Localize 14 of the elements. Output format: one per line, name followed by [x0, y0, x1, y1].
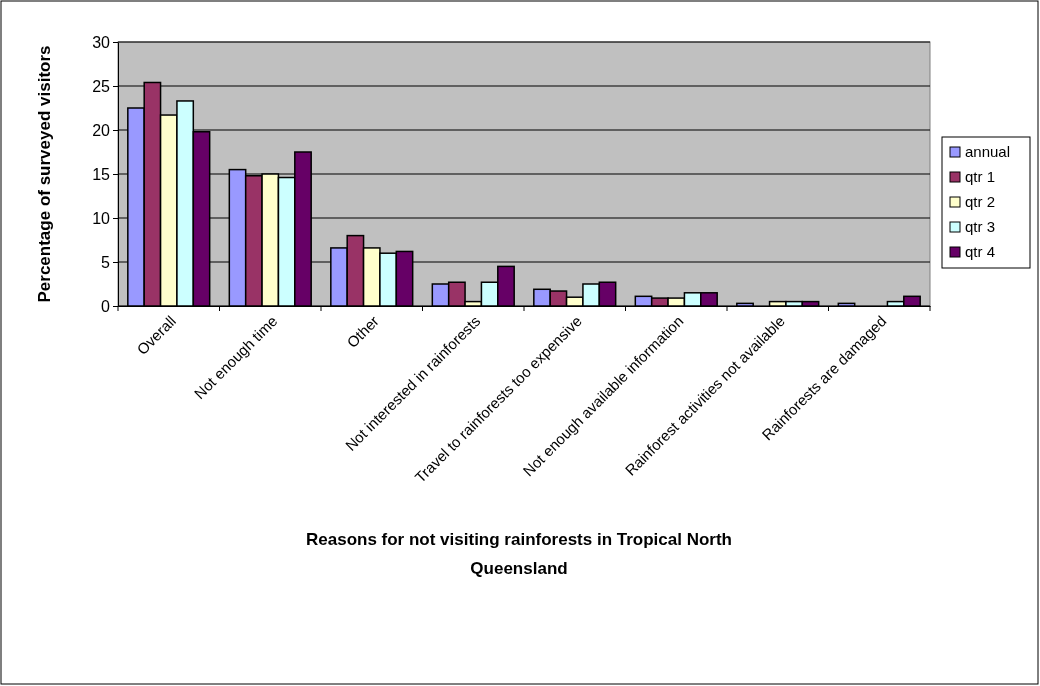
y-tick-label: 0 [101, 297, 111, 315]
legend-label: qtr 1 [965, 168, 996, 185]
y-tick-label: 15 [92, 165, 111, 183]
legend-label: annual [965, 143, 1011, 160]
y-axis-title: Percentage of surveyed visitors [35, 45, 54, 303]
legend-label: qtr 4 [965, 243, 996, 260]
legend-label: qtr 2 [965, 193, 996, 210]
legend-label: qtr 3 [965, 218, 996, 235]
y-tick-label: 5 [101, 253, 111, 271]
y-tick-label: 30 [92, 33, 111, 51]
y-tick-label: 10 [92, 209, 111, 227]
x-axis-title: Reasons for not visiting rainforests in Tropical North Queensland [305, 530, 733, 578]
y-tick-label: 25 [92, 77, 111, 95]
y-tick-label: 20 [92, 121, 111, 139]
